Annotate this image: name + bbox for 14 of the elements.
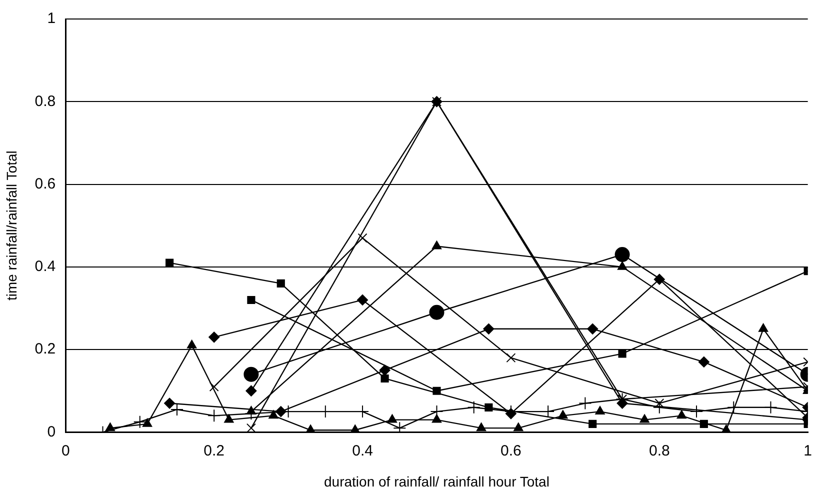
y-tick-label: 0.6: [34, 175, 56, 192]
x-tick-label: 1: [804, 442, 812, 460]
y-tick-label: 0.4: [34, 258, 56, 276]
y-tick-label: 1: [47, 10, 56, 28]
y-tick-label: 0.8: [34, 92, 56, 110]
x-axis-title: duration of rainfall/ rainfall hour Total: [324, 473, 550, 490]
x-tick-label: 0.4: [352, 442, 373, 460]
x-tick-label: 0.2: [204, 442, 225, 460]
x-tick-label: 0.8: [648, 442, 670, 460]
y-axis-title: time rainfall/rainfall Total: [3, 150, 20, 301]
x-tick-label: 0.6: [500, 442, 522, 460]
y-tick-label: 0: [47, 423, 56, 440]
y-tick-label: 0.2: [34, 340, 56, 358]
x-tick-label: 0: [61, 442, 70, 460]
